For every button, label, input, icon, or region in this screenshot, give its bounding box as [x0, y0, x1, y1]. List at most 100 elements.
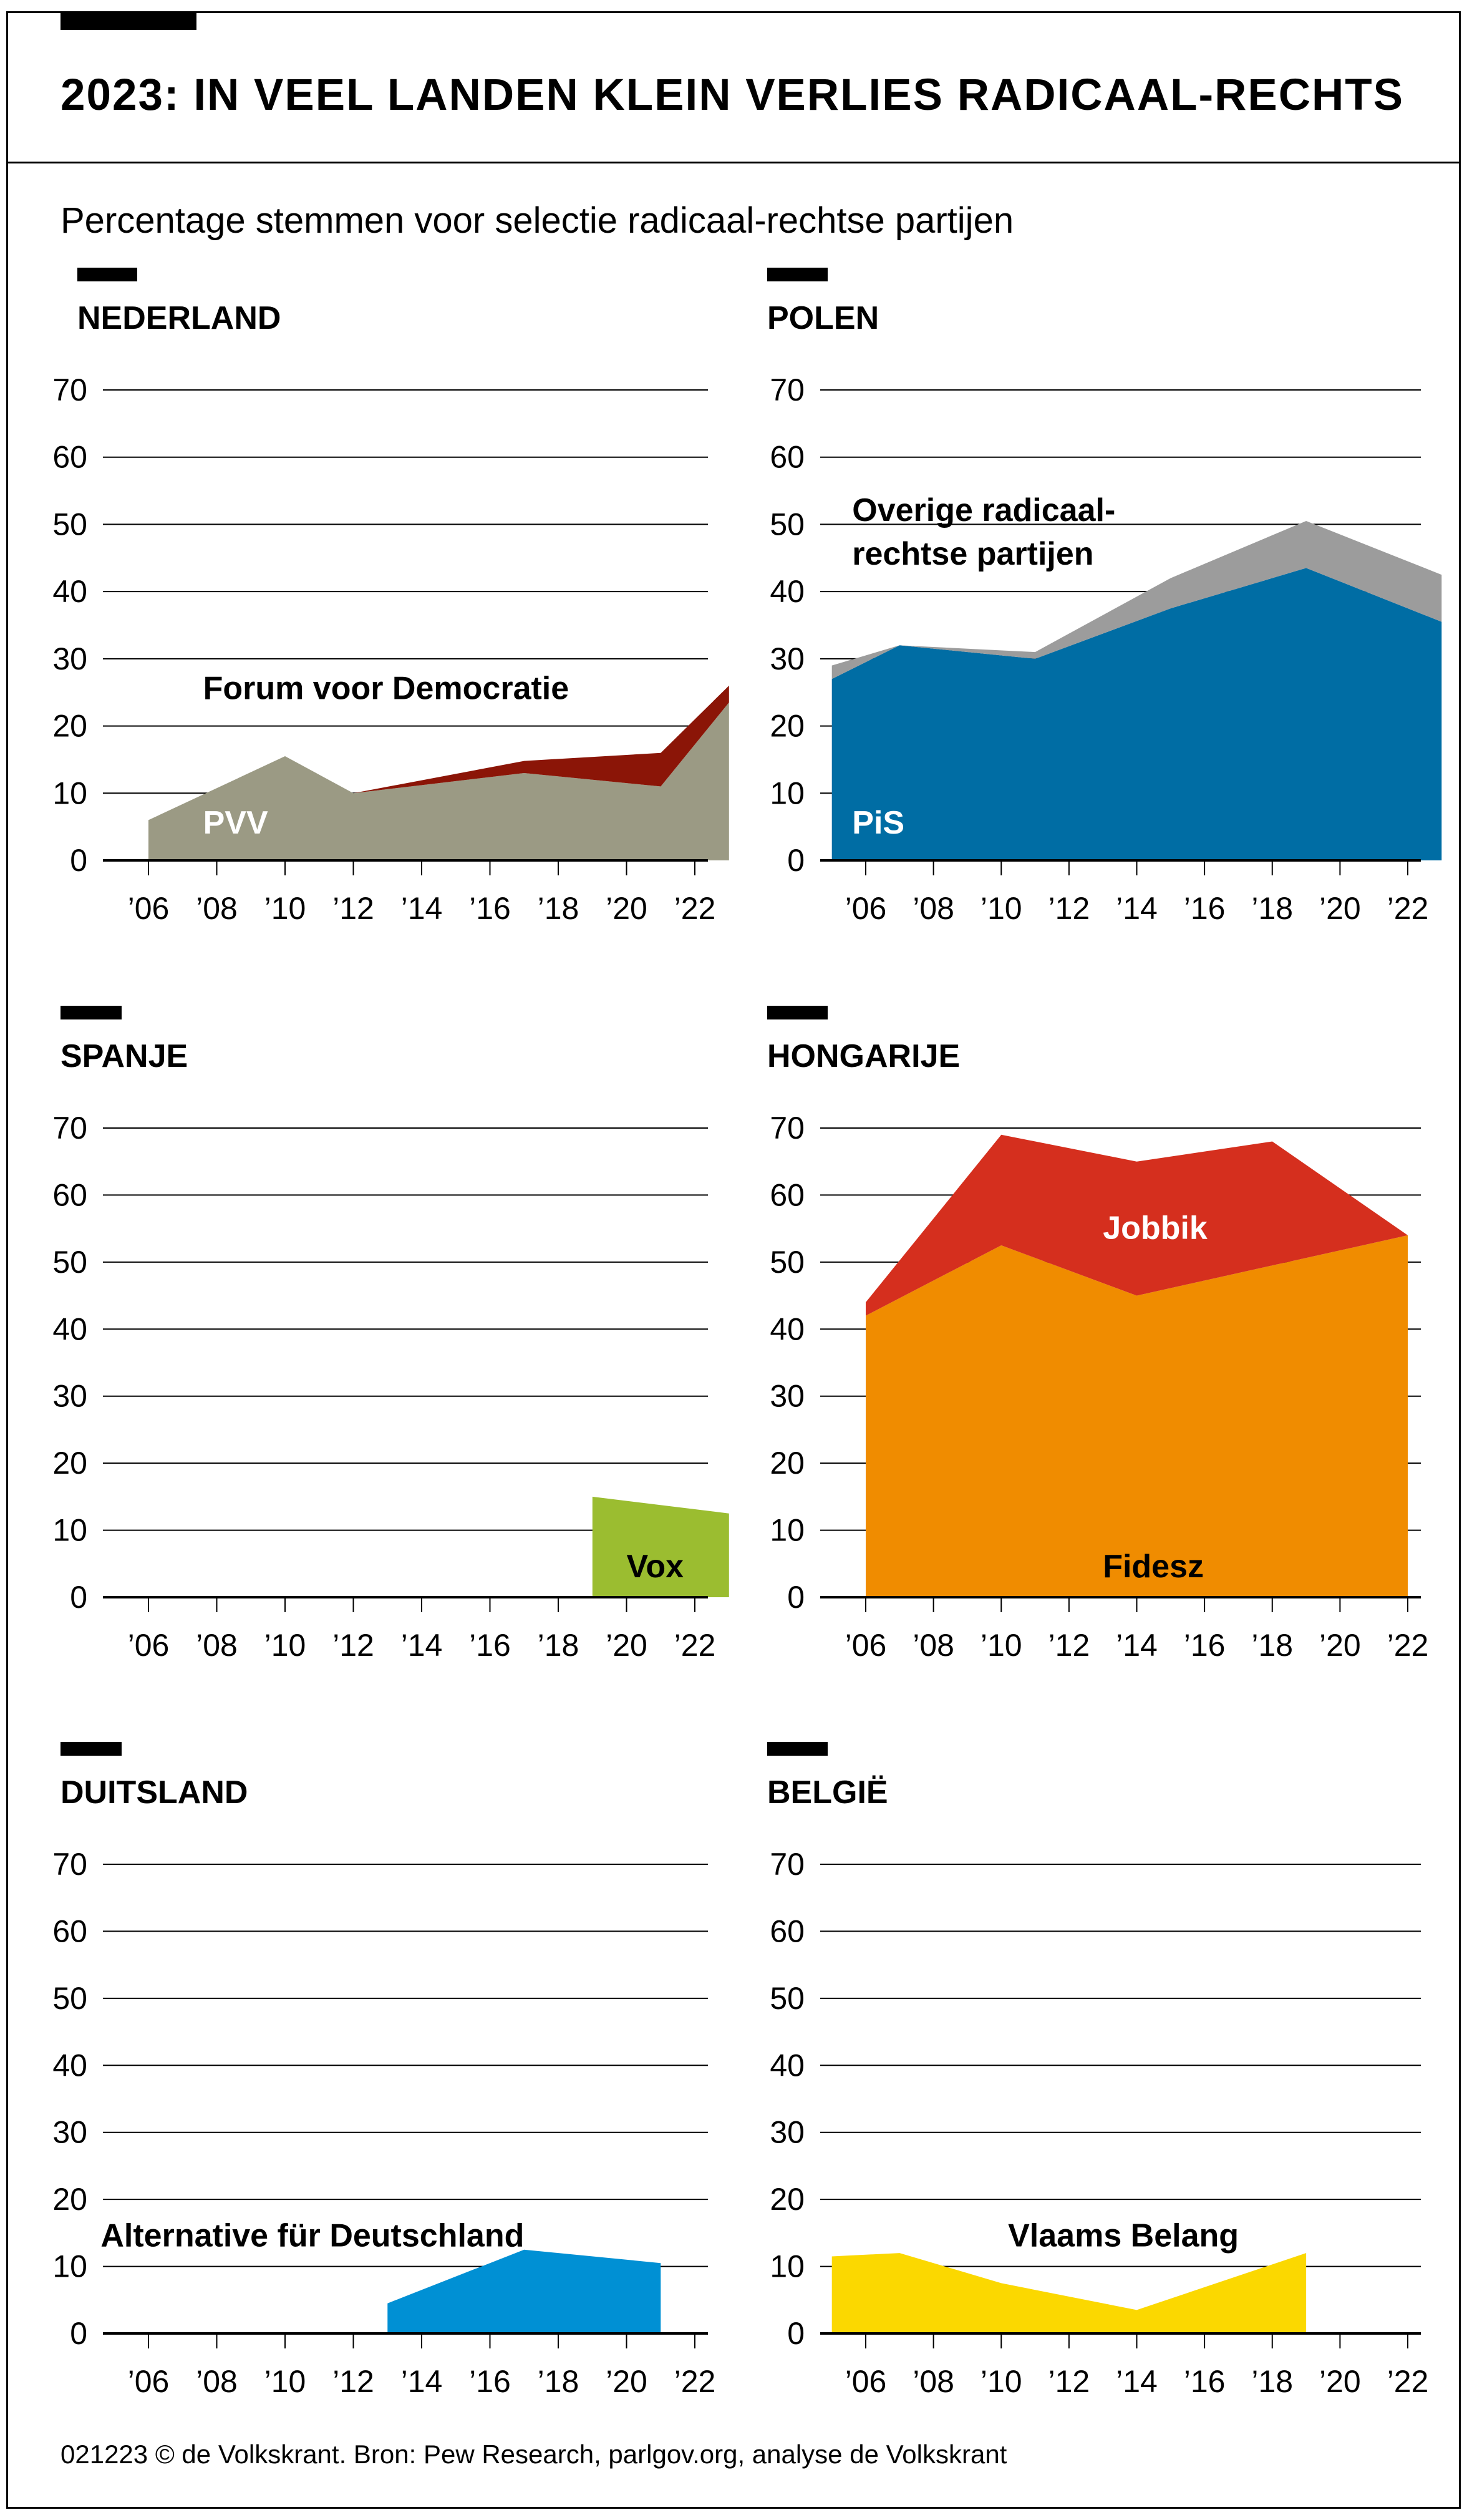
x-tick-label: ’08: [913, 1628, 954, 1663]
y-tick-label: 50: [52, 507, 87, 542]
x-tick-label: ’18: [1251, 891, 1293, 926]
x-tick-label: ’12: [332, 891, 374, 926]
x-tick-label: ’18: [1251, 2364, 1293, 2399]
x-tick-label: ’08: [913, 891, 954, 926]
x-tick-label: ’16: [1184, 2364, 1226, 2399]
panel-spanje: SPANJE 70 60 50 40 30 20 10 0 ’06 ’08 ’10 ’12 ’14 ’16 ’…: [52, 1006, 729, 1663]
panel-title: SPANJE: [61, 1038, 188, 1074]
y-tick-label: 20: [52, 2182, 87, 2217]
y-tick-label: 0: [70, 843, 87, 878]
y-tick-label: 40: [770, 1311, 805, 1346]
y-tick-label: 60: [52, 1914, 87, 1948]
x-tick-label: ’20: [1319, 2364, 1361, 2399]
y-tick-label: 10: [770, 1513, 805, 1548]
y-tick-label: 0: [70, 2316, 87, 2351]
y-tick-label: 10: [52, 776, 87, 810]
x-tick-label: ’18: [538, 1628, 579, 1663]
x-tick-label: ’18: [538, 891, 579, 926]
y-tick-label: 20: [52, 709, 87, 744]
y-tick-label: 30: [770, 2115, 805, 2150]
area-series-fidesz: [866, 1235, 1408, 1597]
y-tick-label: 10: [770, 776, 805, 810]
y-tick-label: 60: [52, 1177, 87, 1212]
x-tick-label: ’14: [401, 891, 443, 926]
panel-accent-bar: [61, 1006, 122, 1019]
x-tick-label: ’12: [1048, 2364, 1090, 2399]
x-tick-label: ’20: [606, 891, 647, 926]
x-tick-label: ’08: [913, 2364, 954, 2399]
x-tick-label: ’16: [469, 2364, 511, 2399]
panel-accent-bar: [767, 1742, 828, 1756]
x-tick-label: ’10: [264, 2364, 306, 2399]
x-tick-label: ’14: [1116, 2364, 1158, 2399]
y-tick-label: 20: [770, 2182, 805, 2217]
x-tick-label: ’22: [674, 2364, 716, 2399]
x-tick-label: ’22: [1387, 2364, 1429, 2399]
x-tick-label: ’20: [1319, 1628, 1361, 1663]
y-tick-label: 30: [770, 1379, 805, 1414]
y-tick-label: 40: [770, 2048, 805, 2083]
y-tick-label: 50: [52, 1245, 87, 1280]
panel-hongarije: HONGARIJE 70 60 50 40 30 20 10 0 ’06 ’08 ’10 ’12 ’14 ’…: [767, 1006, 1428, 1663]
panel-belgie: BELGIË 70 60 50 40 30 20 10 0 ’06 ’08 ’10 ’12 ’14 ’16 ’…: [767, 1742, 1428, 2399]
x-tick-label: ’08: [196, 1628, 238, 1663]
series-label: Overige radicaal-: [852, 492, 1115, 528]
x-tick-label: ’16: [469, 891, 511, 926]
x-tick-label: ’18: [1251, 1628, 1293, 1663]
panel-accent-bar: [767, 1006, 828, 1019]
y-tick-label: 70: [52, 372, 87, 407]
x-tick-label: ’22: [1387, 1628, 1429, 1663]
x-tick-label: ’12: [332, 1628, 374, 1663]
panel-duitsland: DUITSLAND 70 60 50 40 30 20 10 0 ’06 ’08 ’10 ’12 ’14 ’…: [52, 1742, 715, 2399]
x-tick-label: ’06: [128, 1628, 170, 1663]
area-series-overige-radicaal-rechtse-partijen: [831, 521, 1442, 679]
x-tick-label: ’12: [1048, 891, 1090, 926]
x-tick-label: ’14: [1116, 891, 1158, 926]
x-tick-label: ’08: [196, 891, 238, 926]
y-tick-label: 50: [770, 1981, 805, 2016]
panel-title: POLEN: [767, 300, 879, 336]
y-tick-label: 50: [770, 507, 805, 542]
y-tick-label: 10: [52, 2249, 87, 2284]
y-tick-label: 70: [52, 1111, 87, 1146]
y-tick-label: 20: [770, 709, 805, 744]
source-footer: 021223 © de Volkskrant. Bron: Pew Resear…: [61, 2440, 1007, 2469]
y-tick-label: 20: [52, 1446, 87, 1481]
y-tick-label: 10: [770, 2249, 805, 2284]
panel-title: DUITSLAND: [61, 1774, 248, 1811]
infographic-frame: [6, 11, 1461, 2509]
x-tick-label: ’22: [674, 891, 716, 926]
x-tick-label: ’10: [981, 1628, 1022, 1663]
series-label: Alternative für Deutschland: [100, 2217, 524, 2254]
y-tick-label: 60: [770, 1914, 805, 1948]
y-tick-label: 0: [787, 2316, 805, 2351]
x-tick-label: ’16: [1184, 1628, 1226, 1663]
x-tick-label: ’10: [264, 1628, 306, 1663]
x-tick-label: ’10: [264, 891, 306, 926]
series-label: Vlaams Belang: [1008, 2217, 1239, 2254]
x-tick-label: ’12: [1048, 1628, 1090, 1663]
header-accent-bar: [61, 11, 196, 30]
y-tick-label: 0: [787, 843, 805, 878]
series-label: rechtse partijen: [852, 536, 1093, 572]
y-tick-label: 40: [770, 574, 805, 609]
y-tick-label: 70: [770, 1111, 805, 1146]
y-tick-label: 30: [52, 1379, 87, 1414]
x-tick-label: ’16: [1184, 891, 1226, 926]
x-tick-label: ’06: [845, 891, 887, 926]
x-tick-label: ’14: [1116, 1628, 1158, 1663]
x-tick-label: ’10: [981, 2364, 1022, 2399]
x-tick-label: ’06: [845, 1628, 887, 1663]
area-series-alternative-fur-deutschland: [387, 2249, 661, 2333]
series-label: PiS: [852, 805, 904, 841]
x-tick-label: ’20: [606, 1628, 647, 1663]
series-label: Fidesz: [1103, 1549, 1204, 1585]
panel-title: HONGARIJE: [767, 1038, 960, 1074]
panel-accent-bar: [767, 268, 828, 281]
y-tick-label: 50: [52, 1981, 87, 2016]
y-tick-label: 70: [52, 1847, 87, 1882]
x-tick-label: ’12: [332, 2364, 374, 2399]
series-label: Vox: [627, 1549, 684, 1585]
y-tick-label: 40: [52, 1311, 87, 1346]
page-title: 2023: IN VEEL LANDEN KLEIN VERLIES RADIC…: [61, 71, 1405, 120]
